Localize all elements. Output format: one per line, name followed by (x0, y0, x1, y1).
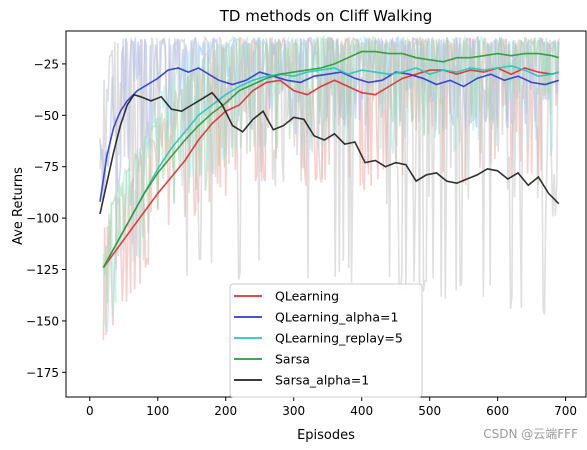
legend-entry-label: QLearning (275, 289, 339, 304)
x-tick-label: 700 (554, 404, 577, 418)
y-tick-label: −50 (34, 109, 59, 123)
y-tick-label: −125 (26, 263, 59, 277)
series-line-2 (102, 65, 560, 268)
series-line-0 (102, 67, 560, 268)
series-line-4 (99, 91, 560, 215)
chart-title: TD methods on Cliff Walking (219, 7, 432, 25)
series-line-3 (102, 50, 560, 268)
x-tick-label: 600 (486, 404, 509, 418)
watermark: CSDN @云端FFF (483, 427, 578, 441)
smoothed-lines-layer (99, 50, 560, 268)
y-tick-label: −25 (34, 57, 59, 71)
series-line-1 (99, 67, 560, 202)
legend-entry-label: Sarsa_alpha=1 (275, 373, 369, 388)
x-axis-label: Episodes (297, 428, 355, 443)
raw-trace-4 (99, 35, 559, 315)
y-tick-label: −75 (34, 160, 59, 174)
x-tick-label: 100 (146, 404, 169, 418)
x-tick-label: 300 (282, 404, 305, 418)
x-ticks: 0 100 200 300 400 500 600 700 (86, 397, 577, 418)
raw-trace-3 (102, 34, 560, 304)
y-tick-label: −100 (26, 212, 59, 226)
y-axis-label: Ave Returns (11, 167, 26, 245)
x-tick-label: 0 (86, 404, 94, 418)
y-tick-label: −150 (26, 314, 59, 328)
y-tick-label: −175 (26, 366, 59, 380)
legend: QLearning QLearning_alpha=1 QLearning_repl… (229, 283, 423, 398)
legend-entry-label: QLearning_replay=5 (275, 331, 403, 346)
legend-entry-label: Sarsa (275, 352, 310, 367)
x-tick-label: 200 (214, 404, 237, 418)
x-tick-label: 500 (418, 404, 441, 418)
legend-entry-label: QLearning_alpha=1 (275, 310, 398, 325)
x-tick-label: 400 (350, 404, 373, 418)
legend-box (229, 283, 423, 398)
y-ticks: −175 −150 −125 −100 −75 −50 −25 (26, 57, 66, 380)
